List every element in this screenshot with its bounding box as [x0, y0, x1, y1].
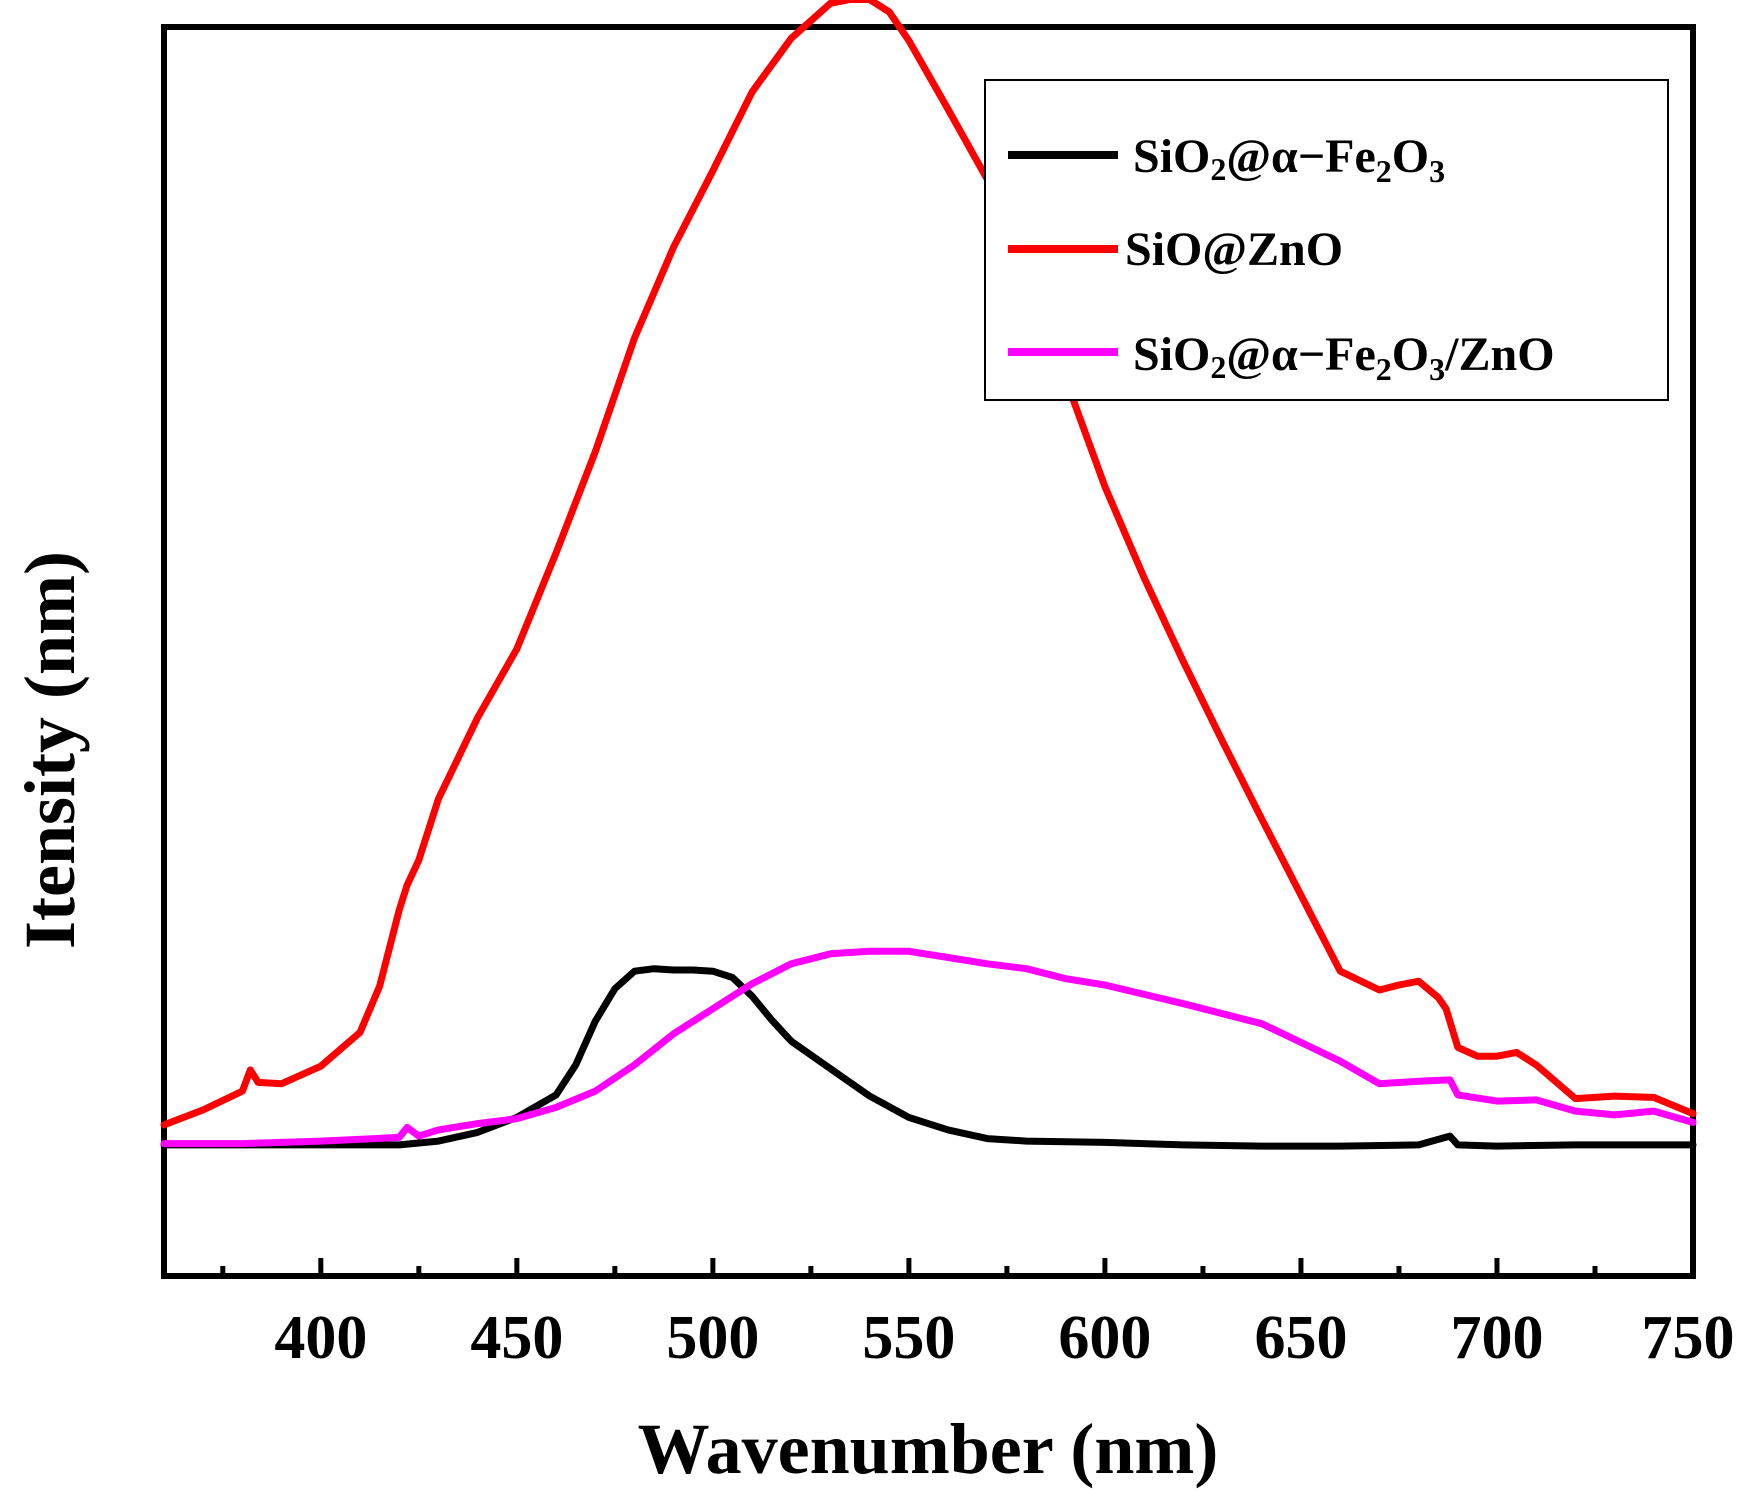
x-tick-label: 750 — [1642, 1304, 1735, 1372]
legend-box — [984, 79, 1669, 401]
legend-entry-sio2-fe2o3-zno: SiO2@α−Fe2O3/ZnO — [1008, 328, 1555, 387]
series-layer — [160, 0, 1697, 1150]
series-line-3 — [160, 947, 1697, 1148]
y-axis-title: Itensity (nm) — [10, 551, 90, 949]
legend-entry-sio-zno: SiO@ZnO — [1008, 223, 1343, 276]
legend-label-sio2-fe2o3-zno: SiO2@α−Fe2O3/ZnO — [1133, 328, 1555, 387]
x-tick-label: 700 — [1450, 1304, 1543, 1372]
x-tick-label: 400 — [274, 1304, 367, 1372]
series-line-2 — [160, 0, 1697, 1129]
x-tick-label: 650 — [1254, 1304, 1347, 1372]
legend-label-sio2-fe2o3: SiO2@α−Fe2O3 — [1133, 130, 1445, 189]
legend-label-sio-zno: SiO@ZnO — [1125, 223, 1343, 276]
plot-frame — [161, 24, 1696, 1279]
x-tick-label: 600 — [1058, 1304, 1151, 1372]
x-tick-label: 500 — [666, 1304, 759, 1372]
plot-area — [161, 24, 1696, 1279]
x-tick-label: 550 — [862, 1304, 955, 1372]
legend-entry-sio2-fe2o3: SiO2@α−Fe2O3 — [1008, 130, 1445, 189]
series-line-1 — [160, 965, 1697, 1150]
legend: SiO2@α−Fe2O3 SiO@ZnO SiO2@α−Fe2O3/ZnO — [984, 79, 1669, 401]
x-axis: 400 450 500 550 600 650 700 750 — [220, 1258, 1735, 1372]
x-tick-label: 450 — [470, 1304, 563, 1372]
x-axis-title: Wavenumber (nm) — [638, 1409, 1219, 1489]
